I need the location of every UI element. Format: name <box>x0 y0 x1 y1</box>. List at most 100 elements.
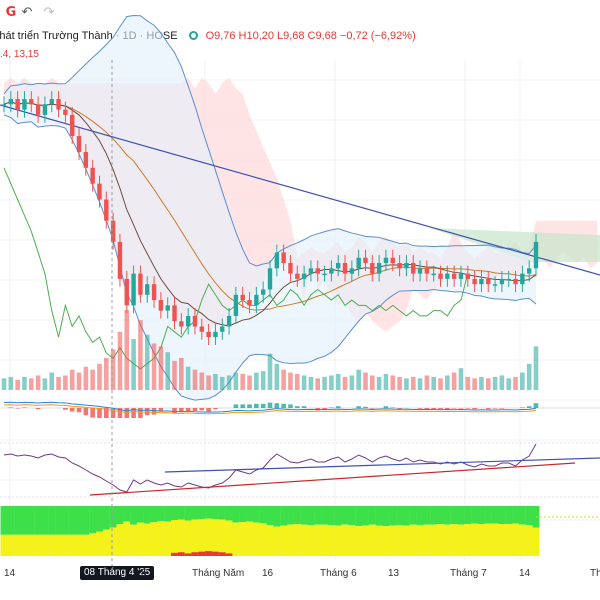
volume-bar <box>117 331 123 390</box>
indicator-green-bar <box>109 506 117 528</box>
indicator-green-bar <box>314 506 322 525</box>
volume-bar <box>192 369 198 390</box>
candle-body <box>15 99 20 110</box>
indicator-yellow-bar <box>266 525 274 556</box>
ohlc-high: H10,20 <box>238 30 275 42</box>
macd-histogram-bar <box>240 404 246 408</box>
candle-body <box>233 294 239 316</box>
candle-body <box>472 278 477 285</box>
candle-body <box>526 268 532 274</box>
indicator-green-bar <box>341 506 349 525</box>
macd-histogram-bar <box>213 408 218 410</box>
volume-bar <box>83 366 89 390</box>
volume-bar <box>179 358 184 390</box>
candle-body <box>492 284 498 286</box>
indicator-yellow-bar <box>55 534 63 556</box>
volume-bar <box>363 372 368 390</box>
indicator-yellow-bar <box>286 524 294 556</box>
indicator-yellow-bar <box>184 520 192 556</box>
indicator-yellow-bar <box>300 524 308 556</box>
rsi-line <box>3 443 537 493</box>
candle-body <box>145 284 150 295</box>
indicator-yellow-bar <box>423 524 431 556</box>
crosshair-date-label: 08 Tháng 4 '25 <box>80 566 155 580</box>
macd-histogram-bar <box>322 408 327 410</box>
volume-bar <box>104 358 109 390</box>
indicator-green-bar <box>437 506 445 525</box>
symbol-logo-icon[interactable]: G <box>5 5 17 20</box>
indicator-green-bar <box>171 506 179 521</box>
indicator-yellow-bar <box>430 524 438 556</box>
macd-histogram-bar <box>206 408 211 412</box>
volume-bar <box>42 378 48 390</box>
macd-histogram-bar <box>35 408 41 410</box>
candle-body <box>97 183 102 200</box>
indicator-yellow-bar <box>259 523 267 556</box>
indicator-green-bar <box>259 506 267 524</box>
indicator-green-bar <box>20 506 28 535</box>
indicator-red-bar <box>218 552 226 556</box>
x-axis-label-partial: 5 <box>141 568 147 579</box>
candle-body <box>63 109 68 115</box>
indicator-red-bar <box>177 552 185 556</box>
market-status-icon <box>188 31 198 40</box>
indicator-green-bar <box>95 506 103 532</box>
candle-body <box>172 305 177 322</box>
volume-bar <box>247 375 252 390</box>
macd-histogram-bar <box>424 408 430 410</box>
indicator-green-bar <box>41 506 49 535</box>
volume-bar <box>492 376 498 390</box>
macd-histogram-bar <box>158 408 164 412</box>
volume-bar <box>513 376 518 390</box>
indicator-green-bar <box>409 506 417 525</box>
candle-body <box>356 257 361 269</box>
indicator-green-bar <box>450 506 458 525</box>
indicator-yellow-bar <box>273 526 281 556</box>
indicator-legend-values[interactable]: .4, 13,15 <box>0 49 39 60</box>
indicator-green-bar <box>498 506 506 525</box>
volume-bar <box>28 378 34 390</box>
volume-bar <box>315 378 321 390</box>
indicator-yellow-bar <box>293 524 301 556</box>
volume-bar <box>144 334 150 390</box>
indicator-yellow-bar <box>225 520 233 556</box>
indicator-green-bar <box>273 506 281 527</box>
indicator-yellow-bar <box>177 519 185 556</box>
indicator-green-bar <box>402 506 410 526</box>
volume-bar <box>485 378 491 390</box>
indicator-yellow-bar <box>334 525 342 556</box>
macd-histogram-bar <box>69 408 75 412</box>
indicator-yellow-bar <box>205 518 213 556</box>
x-axis-label: Tháng 7 <box>450 568 487 579</box>
indicator-green-bar <box>293 506 301 525</box>
ohlc-open: O9,76 <box>205 30 236 42</box>
indicator-green-bar <box>389 506 397 526</box>
volume-bar <box>165 352 170 390</box>
indicator-yellow-bar <box>457 524 465 556</box>
volume-bar <box>233 372 239 390</box>
undo-icon[interactable]: ↶ <box>21 5 33 20</box>
macd-histogram-bar <box>288 404 293 408</box>
macd-histogram-bar <box>499 408 505 409</box>
volume-bar <box>172 360 177 390</box>
macd-histogram-bar <box>281 403 286 408</box>
indicator-green-bar <box>191 506 199 520</box>
indicator-green-bar <box>327 506 335 526</box>
indicator-yellow-bar <box>150 522 158 556</box>
volume-bar <box>35 375 41 390</box>
macd-histogram-bar <box>192 408 198 411</box>
indicator-yellow-bar <box>75 534 83 556</box>
indicator-green-bar <box>198 506 206 520</box>
candle-body <box>458 273 464 279</box>
indicator-green-bar <box>375 506 383 526</box>
indicator-yellow-bar <box>402 525 410 556</box>
indicator-yellow-bar <box>191 519 199 556</box>
indicator-green-bar <box>218 506 226 520</box>
macd-histogram-bar <box>104 408 109 418</box>
indicator-yellow-bar <box>136 522 144 556</box>
candle-body <box>110 220 116 242</box>
redo-icon[interactable]: ↷ <box>43 5 55 20</box>
macd-histogram-bar <box>363 406 368 408</box>
indicator-yellow-bar <box>525 525 533 556</box>
